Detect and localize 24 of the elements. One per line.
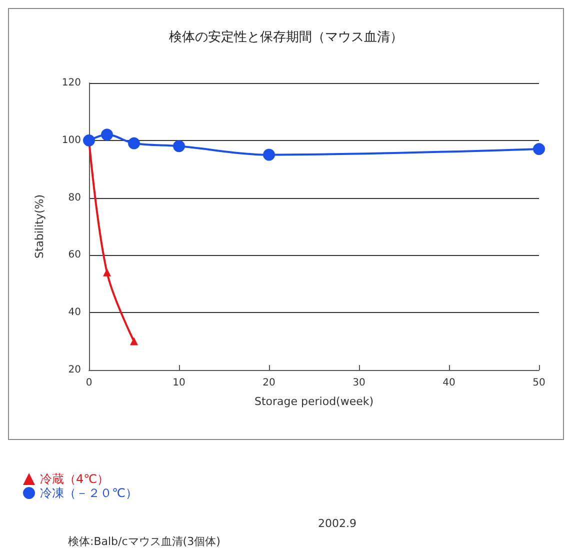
y-tick-label: 100 bbox=[62, 134, 81, 146]
point bbox=[128, 137, 140, 150]
x-tick-label: 40 bbox=[442, 378, 456, 388]
x-tick-label: 10 bbox=[172, 378, 186, 388]
x-axis-title: Storage period(week) bbox=[254, 395, 374, 408]
x-tick-label: 0 bbox=[86, 378, 92, 388]
legend-label: 冷凍（－２０℃） bbox=[40, 486, 138, 500]
x-tick-label: 30 bbox=[352, 378, 366, 388]
point bbox=[533, 143, 545, 156]
chart-title: 検体の安定性と保存期間（マウス血清） bbox=[169, 29, 403, 45]
point bbox=[173, 140, 185, 152]
x-tick-label: 50 bbox=[532, 378, 546, 388]
y-tick-label: 80 bbox=[68, 192, 81, 204]
text: 検体:Balb/cマウス血清(3個体) bbox=[68, 535, 220, 548]
point bbox=[263, 148, 275, 161]
y-tick-label: 40 bbox=[68, 307, 81, 318]
text: 2002.9 bbox=[318, 517, 356, 530]
y-tick-label: 20 bbox=[68, 364, 81, 376]
x-tick-label: 20 bbox=[262, 378, 276, 388]
legend-label: 冷蔵（4℃） bbox=[40, 472, 110, 486]
y-tick-label: 60 bbox=[68, 250, 81, 261]
y-tick-label: 120 bbox=[62, 78, 81, 88]
point bbox=[101, 128, 113, 141]
y-axis-title: Stability(%) bbox=[33, 194, 46, 259]
